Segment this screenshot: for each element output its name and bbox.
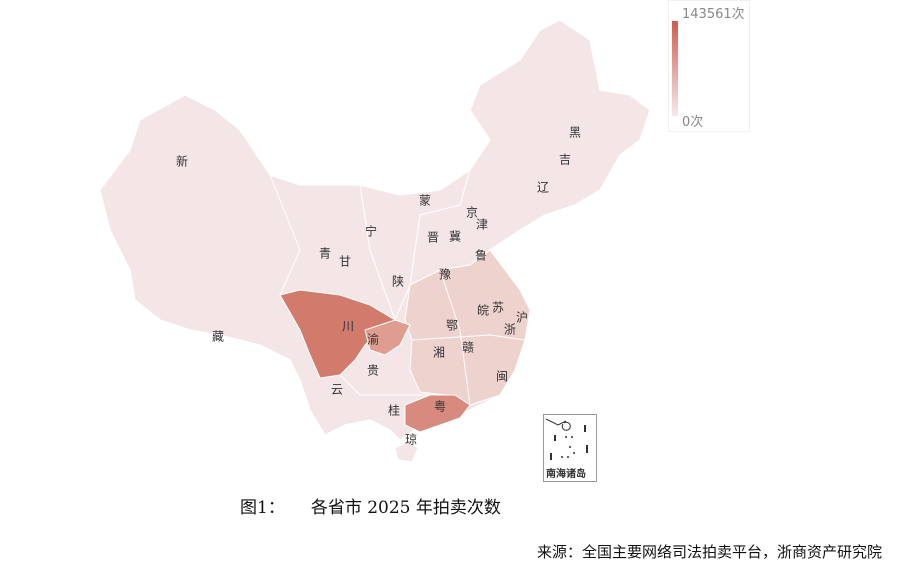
south-china-sea-inset: 南海诸岛 xyxy=(543,414,597,482)
province-label: 新 xyxy=(176,154,188,169)
figure-number: 图1： xyxy=(240,498,285,518)
figure-caption: 图1： 各省市 2025 年拍卖次数 xyxy=(240,493,527,518)
province-label: 粤 xyxy=(434,399,446,414)
islands-icon xyxy=(545,418,588,460)
legend-min-label: 0次 xyxy=(682,115,704,130)
province-label: 鲁 xyxy=(475,249,487,263)
color-legend: 143561次 0次 xyxy=(668,0,750,132)
province-label: 桂 xyxy=(388,403,400,418)
inset-label: 南海诸岛 xyxy=(546,469,586,480)
province-sichuan xyxy=(279,289,396,379)
province-label: 皖 xyxy=(477,304,489,318)
region-central-east xyxy=(404,249,531,406)
province-label: 陕 xyxy=(392,274,404,289)
border-lines xyxy=(411,334,526,341)
province-hainan xyxy=(394,441,419,463)
province-label: 京 xyxy=(466,206,478,220)
province-chongqing xyxy=(364,319,411,356)
province-label: 宁 xyxy=(365,224,377,239)
province-label: 津 xyxy=(476,218,488,232)
province-label: 湘 xyxy=(433,345,445,360)
province-label: 渝 xyxy=(367,332,379,347)
province-label: 黑 xyxy=(569,126,581,140)
border-lines xyxy=(439,269,471,406)
province-label: 鄂 xyxy=(446,319,458,333)
legend-gradient-bar xyxy=(672,21,678,116)
province-label: 豫 xyxy=(439,268,451,282)
province-label: 川 xyxy=(342,320,354,334)
figure-title: 各省市 2025 年拍卖次数 xyxy=(310,498,501,518)
province-label: 藏 xyxy=(212,330,224,344)
province-label: 沪 xyxy=(516,311,528,325)
source-note: 来源：全国主要网络司法拍卖平台，浙商资产研究院 xyxy=(536,543,882,561)
province-label: 冀 xyxy=(449,230,461,244)
province-label: 蒙 xyxy=(419,194,431,208)
province-label: 云 xyxy=(331,383,343,397)
province-label: 贵 xyxy=(367,364,379,378)
province-label: 辽 xyxy=(537,181,549,195)
province-label: 浙 xyxy=(504,323,516,337)
province-label: 吉 xyxy=(559,153,571,167)
legend-max-label: 143561次 xyxy=(682,7,745,22)
province-label: 青 xyxy=(319,247,331,261)
province-label: 琼 xyxy=(405,432,417,447)
province-label: 晋 xyxy=(427,231,439,245)
province-guangdong xyxy=(404,394,471,433)
province-label: 赣 xyxy=(462,341,474,355)
province-label: 甘 xyxy=(339,255,351,269)
province-label: 闽 xyxy=(496,370,508,384)
border-lines xyxy=(339,374,445,396)
province-label: 苏 xyxy=(492,301,504,315)
border-lines xyxy=(359,169,471,322)
